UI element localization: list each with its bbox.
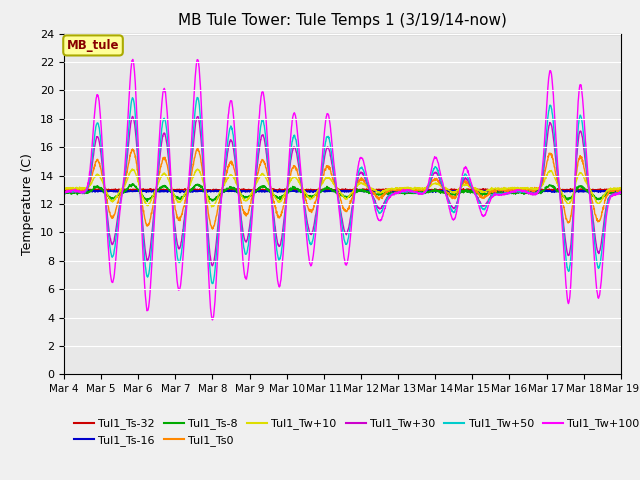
Title: MB Tule Tower: Tule Temps 1 (3/19/14-now): MB Tule Tower: Tule Temps 1 (3/19/14-now…: [178, 13, 507, 28]
Y-axis label: Temperature (C): Temperature (C): [22, 153, 35, 255]
Text: MB_tule: MB_tule: [67, 39, 119, 52]
Legend: Tul1_Ts-32, Tul1_Ts-16, Tul1_Ts-8, Tul1_Ts0, Tul1_Tw+10, Tul1_Tw+30, Tul1_Tw+50,: Tul1_Ts-32, Tul1_Ts-16, Tul1_Ts-8, Tul1_…: [70, 414, 640, 450]
